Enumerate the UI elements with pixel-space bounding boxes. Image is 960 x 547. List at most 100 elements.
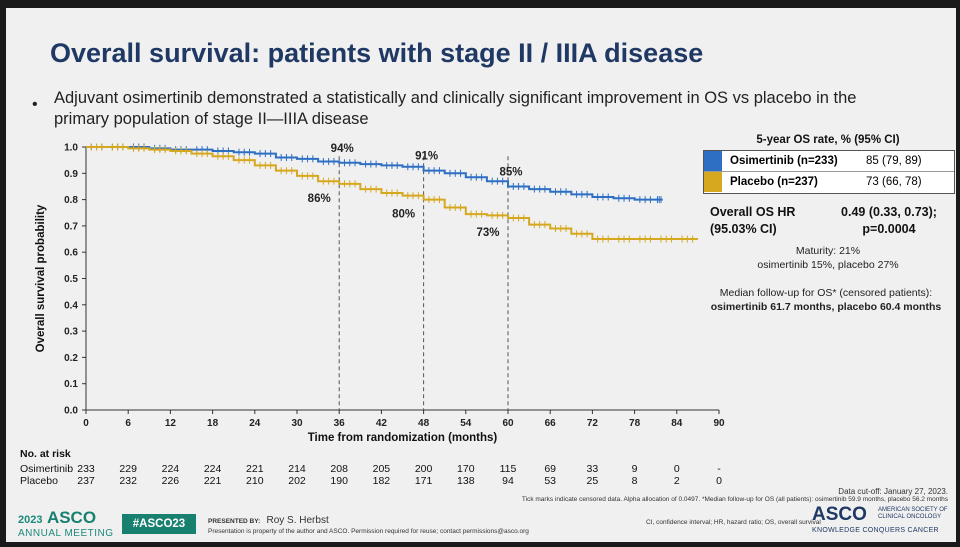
annotation-label: 91% [415,151,438,163]
risk-value: 226 [161,475,180,487]
hr-label-line1: Overall OS HR [710,205,796,219]
y-tick-label: 1.0 [64,143,78,154]
followup-line1: Median follow-up for OS* (censored patie… [719,287,933,299]
bullet-icon: • [32,96,38,113]
osimertinib-swatch [704,151,722,171]
risk-value: 94 [502,475,514,487]
x-tick-label: 54 [460,418,472,429]
hashtag-badge: #ASCO23 [122,514,196,534]
maturity-line1: Maturity: 21% [795,245,861,257]
hr-label: Overall OS HR (95.03% CI) [710,204,795,238]
y-tick-label: 0.7 [64,221,78,232]
annotation-label: 73% [476,227,499,239]
meeting-name: ANNUAL MEETING [18,528,114,539]
asco-logo-text: ASCO [812,504,867,525]
os-rate-table: Osimertinib (n=233) 85 (79, 89) Placebo … [703,150,955,194]
meeting-brand: ASCO [46,508,97,527]
annotation-label: 94% [331,143,354,155]
risk-row-label-osimertinib: Osimertinib [20,463,74,475]
risk-value: 221 [246,463,264,475]
presented-by-label: PRESENTED BY: [208,518,261,525]
x-tick-label: 12 [165,418,177,429]
table-row-placebo: Placebo (n=237) 73 (66, 78) [704,172,954,192]
meeting-logo: 2023 ASCO ANNUAL MEETING [18,508,114,539]
property-notice: Presentation is property of the author a… [208,528,529,535]
risk-value: 170 [457,463,475,475]
series-line-placebo [86,146,698,241]
x-tick-label: 42 [376,418,388,429]
annotation-label: 85% [499,166,522,178]
annotation-label: 80% [392,209,415,221]
hr-value-line2: p=0.0004 [862,222,916,236]
x-tick-label: 60 [502,418,514,429]
table-value: 73 (66, 78) [866,176,922,188]
placebo-swatch [704,172,722,192]
slide: Overall survival: patients with stage II… [6,8,956,542]
page-title: Overall survival: patients with stage II… [50,38,704,68]
y-tick-label: 0.4 [64,300,78,311]
risk-value: 25 [586,475,599,487]
risk-value: 200 [414,463,433,475]
maturity-note: Maturity: 21% osimertinib 15%, placebo 2… [703,244,953,272]
risk-value: 8 [631,475,638,487]
bullet-text: Adjuvant osimertinib demonstrated a stat… [54,89,857,128]
risk-value: 182 [372,475,391,487]
x-tick-label: 18 [207,418,219,429]
meeting-year: 2023 [18,514,43,526]
x-tick-label: 78 [629,418,641,429]
risk-value: 0 [716,475,722,487]
risk-value: 202 [288,475,306,487]
y-axis-label: Overall survival probability [35,204,47,352]
y-tick-label: 0.3 [64,327,78,338]
ticks-note: Tick marks indicate censored data. Alpha… [521,496,948,503]
table-row-osimertinib: Osimertinib (n=233) 85 (79, 89) [704,151,954,172]
os-rate-table-header: 5-year OS rate, % (95% CI) [756,134,900,146]
risk-value: 205 [372,463,391,475]
data-cutoff: Data cut-off: January 27, 2023. [838,487,948,496]
maturity-line2: osimertinib 15%, placebo 27% [757,259,899,271]
x-tick-label: 0 [83,418,89,429]
risk-value: 210 [246,475,264,487]
risk-value: 115 [499,463,517,475]
risk-value: 2 [673,475,680,487]
y-tick-label: 0.1 [64,379,78,390]
y-tick-label: 0.8 [64,195,78,206]
y-tick-label: 0.2 [64,353,78,364]
x-axis-label: Time from randomization (months) [308,432,498,444]
y-tick-label: 0.9 [64,169,78,180]
x-tick-label: 48 [418,418,430,429]
risk-value: - [717,463,721,475]
risk-value: 69 [544,463,557,475]
risk-value: 224 [203,463,222,475]
risk-value: 53 [544,475,557,487]
followup-line2: osimertinib 61.7 months, placebo 60.4 mo… [710,301,942,313]
risk-value: 138 [457,475,475,487]
risk-value: 33 [586,463,599,475]
hr-value-line1: 0.49 (0.33, 0.73); [841,205,937,219]
x-tick-label: 90 [713,418,725,429]
y-tick-label: 0.0 [64,406,78,417]
km-chart: 0.0 0.1 0.2 0.3 0.4 0.5 0.6 0.7 0.8 0.9 1.0 0 6 12 18 2… [35,143,725,445]
presented-by: PRESENTED BY: Roy S. Herbst [208,515,329,526]
asco-org: AMERICAN SOCIETY OF CLINICAL ONCOLOGY [878,507,948,521]
x-tick-label: 6 [125,418,131,429]
asco-org-line2: CLINICAL ONCOLOGY [878,514,942,520]
risk-value: 190 [330,475,348,487]
risk-value: 171 [414,475,433,487]
x-tick-label: 30 [291,418,303,429]
presenter-name: Roy S. Herbst [266,515,329,526]
asco-tagline: KNOWLEDGE CONQUERS CANCER [812,527,939,534]
abbreviations: CI, confidence interval; HR, hazard rati… [646,519,821,526]
hr-value: 0.49 (0.33, 0.73); p=0.0004 [834,204,944,238]
x-tick-label: 36 [334,418,346,429]
asco-org-line1: AMERICAN SOCIETY OF [878,507,948,513]
table-label: Placebo (n=237) [730,176,818,188]
x-tick-label: 84 [671,418,683,429]
risk-value: 0 [673,463,680,475]
risk-value: 208 [330,463,348,475]
risk-value: 224 [161,463,180,475]
risk-value: 237 [77,475,95,487]
risk-value: 233 [77,463,95,475]
risk-value: 214 [288,463,306,475]
x-tick-label: 66 [545,418,557,429]
